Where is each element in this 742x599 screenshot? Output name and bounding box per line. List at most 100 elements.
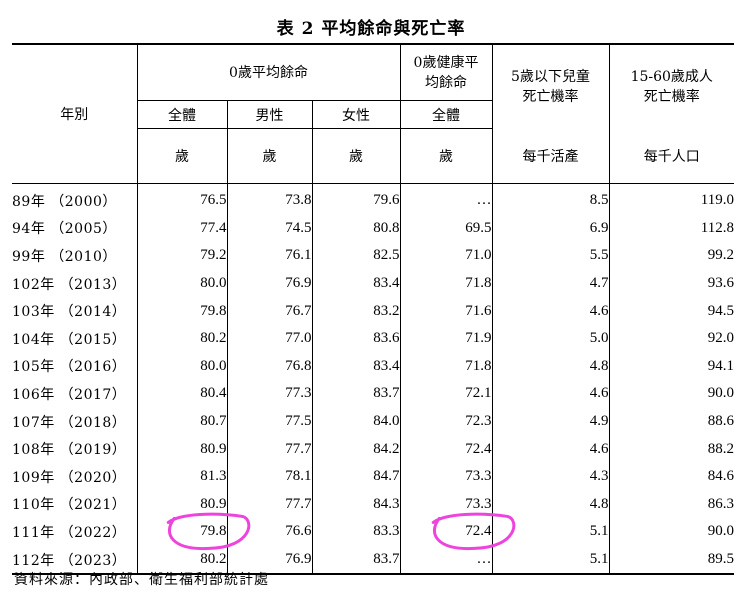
total-cell: 80.9 bbox=[136, 435, 227, 463]
healthy-cell: 73.3 bbox=[399, 490, 492, 519]
male-value: 76.7 bbox=[285, 302, 312, 319]
female-cell: 83.7 bbox=[311, 545, 400, 576]
child-cell: 4.6 bbox=[491, 435, 609, 463]
total-value: 80.0 bbox=[200, 357, 227, 374]
child-cell: 4.6 bbox=[491, 380, 609, 408]
healthy-cell: 71.6 bbox=[399, 297, 492, 325]
male-cell: 76.9 bbox=[226, 545, 312, 576]
child-value: 4.3 bbox=[589, 468, 609, 485]
year-cell: 111年 （2022） bbox=[12, 524, 127, 541]
child-value: 4.6 bbox=[589, 302, 609, 319]
life-expectancy-group-header: 0歲平均餘命 bbox=[136, 44, 400, 101]
year-cell: 108年 （2019） bbox=[12, 442, 127, 459]
female-cell: 84.7 bbox=[311, 462, 400, 491]
year-column-header: 年別 bbox=[12, 44, 137, 184]
total-value: 81.3 bbox=[200, 468, 227, 485]
female-value: 79.6 bbox=[373, 192, 400, 209]
adult-value: 94.5 bbox=[707, 302, 734, 319]
female-cell: 82.5 bbox=[311, 242, 400, 270]
child-value: 8.5 bbox=[589, 192, 609, 209]
female-value: 83.7 bbox=[373, 551, 400, 568]
healthy-cell: 72.3 bbox=[399, 407, 492, 436]
adult-value: 94.1 bbox=[707, 357, 734, 374]
child-value: 4.6 bbox=[589, 385, 609, 402]
male-cell: 73.8 bbox=[226, 183, 312, 215]
healthy-life-group-header: 0歲健康平均餘命 bbox=[399, 44, 492, 101]
healthy-value: 71.0 bbox=[465, 247, 492, 264]
adult-cell: 112.8 bbox=[608, 214, 734, 243]
female-value: 83.4 bbox=[373, 275, 400, 292]
unit-child: 每千活產 bbox=[491, 128, 609, 184]
healthy-value: 69.5 bbox=[465, 219, 492, 236]
child-cell: 8.5 bbox=[491, 183, 609, 215]
child-mortality-label: 5歲以下兒童死亡機率 bbox=[511, 68, 590, 105]
child-value: 5.5 bbox=[589, 247, 609, 264]
table-title: 表 2 平均餘命與死亡率 bbox=[276, 19, 466, 39]
male-cell: 77.0 bbox=[226, 324, 312, 353]
male-value: 73.8 bbox=[285, 192, 312, 209]
healthy-value: … bbox=[476, 192, 492, 209]
healthy-value: 73.3 bbox=[465, 495, 492, 512]
adult-value: 90.0 bbox=[707, 523, 734, 540]
total-value: 80.7 bbox=[200, 413, 227, 430]
female-value: 83.4 bbox=[373, 357, 400, 374]
male-value: 77.7 bbox=[285, 495, 312, 512]
total-value: 79.8 bbox=[200, 302, 227, 319]
adult-value: 119.0 bbox=[700, 192, 734, 209]
child-value: 6.9 bbox=[589, 219, 609, 236]
adult-value: 112.8 bbox=[700, 219, 734, 236]
female-value: 82.5 bbox=[373, 247, 400, 264]
year-cell: 102年 （2013） bbox=[12, 276, 127, 293]
year-cell: 110年 （2021） bbox=[12, 497, 127, 514]
healthy-cell: 71.8 bbox=[399, 269, 492, 298]
adult-cell: 88.2 bbox=[608, 435, 734, 463]
male-cell: 77.7 bbox=[226, 490, 312, 519]
female-value: 83.7 bbox=[373, 385, 400, 402]
table-row: 109年 （2020） 81.3 78.1 84.7 73.3 4.3 84.6 bbox=[12, 462, 734, 491]
healthy-value: 72.4 bbox=[465, 523, 492, 540]
unit-adult: 每千人口 bbox=[608, 128, 734, 184]
unit-female: 歲 bbox=[311, 128, 400, 184]
table-row: 103年 （2014） 79.8 76.7 83.2 71.6 4.6 94.5 bbox=[12, 297, 734, 325]
adult-value: 90.0 bbox=[707, 385, 734, 402]
adult-value: 99.2 bbox=[707, 247, 734, 264]
healthy-cell: 69.5 bbox=[399, 214, 492, 243]
healthy-value: 72.1 bbox=[465, 385, 492, 402]
child-value: 4.8 bbox=[589, 495, 609, 512]
male-cell: 78.1 bbox=[226, 462, 312, 491]
female-value: 84.2 bbox=[373, 440, 400, 457]
table-row: 89年 （2000） 76.5 73.8 79.6 … 8.5 119.0 bbox=[12, 183, 734, 215]
healthy-value: 71.8 bbox=[465, 275, 492, 292]
table-row: 112年 （2023） 80.2 76.9 83.7 … 5.1 89.5 bbox=[12, 545, 734, 576]
female-value: 84.7 bbox=[373, 468, 400, 485]
total-value: 80.9 bbox=[200, 440, 227, 457]
male-value: 76.8 bbox=[285, 357, 312, 374]
child-cell: 5.0 bbox=[491, 324, 609, 353]
child-cell: 4.7 bbox=[491, 269, 609, 298]
adult-cell: 86.3 bbox=[608, 490, 734, 519]
total-value: 76.5 bbox=[200, 192, 227, 209]
sub-header-total: 全體 bbox=[136, 100, 227, 129]
healthy-cell: 71.9 bbox=[399, 324, 492, 353]
adult-value: 88.6 bbox=[707, 413, 734, 430]
adult-value: 86.3 bbox=[707, 495, 734, 512]
adult-value: 92.0 bbox=[707, 330, 734, 347]
adult-cell: 99.2 bbox=[608, 242, 734, 270]
total-value: 77.4 bbox=[200, 219, 227, 236]
child-value: 4.7 bbox=[589, 275, 609, 292]
adult-cell: 84.6 bbox=[608, 462, 734, 491]
total-value: 80.2 bbox=[200, 330, 227, 347]
healthy-value: 72.4 bbox=[465, 440, 492, 457]
male-cell: 74.5 bbox=[226, 214, 312, 243]
year-cell: 107年 （2018） bbox=[12, 414, 127, 431]
healthy-cell: 71.8 bbox=[399, 352, 492, 381]
table-row: 94年 （2005） 77.4 74.5 80.8 69.5 6.9 112.8 bbox=[12, 214, 734, 243]
female-value: 80.8 bbox=[373, 219, 400, 236]
year-cell: 112年 （2023） bbox=[12, 545, 137, 576]
total-value: 80.0 bbox=[200, 275, 227, 292]
female-cell: 83.7 bbox=[311, 380, 400, 408]
male-value: 76.9 bbox=[285, 275, 312, 292]
adult-value: 89.5 bbox=[707, 551, 734, 568]
year-cell: 109年 （2020） bbox=[12, 469, 127, 486]
healthy-value: 71.8 bbox=[465, 357, 492, 374]
